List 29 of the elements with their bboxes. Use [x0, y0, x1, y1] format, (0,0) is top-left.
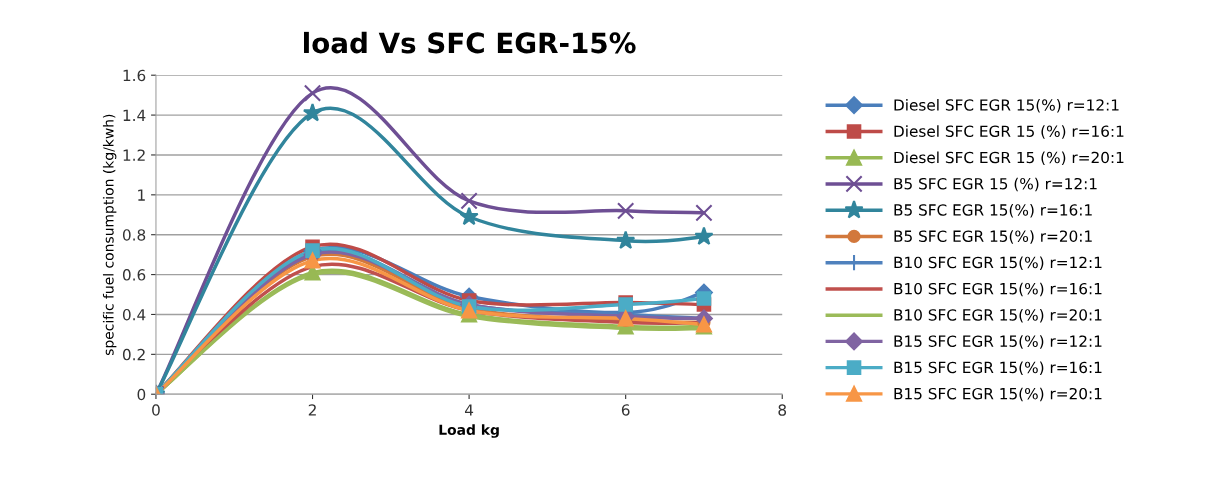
y-tick-label: 1.4 — [123, 109, 146, 121]
legend-label: Diesel SFC EGR 15(%) r=12:1 — [894, 98, 1119, 113]
legend-label: B15 SFC EGR 15(%) r=20:1 — [894, 387, 1102, 402]
legend-label: B10 SFC EGR 15(%) r=16:1 — [894, 282, 1102, 297]
legend-label: Diesel SFC EGR 15 (%) r=16:1 — [894, 125, 1124, 139]
legend-label: B10 SFC EGR 15(%) r=12:1 — [894, 256, 1102, 271]
y-tick-label: 0.8 — [122, 229, 146, 241]
chart-title: load Vs SFC EGR-15% — [304, 31, 636, 54]
legend-label: B5 SFC EGR 15(%) r=16:1 — [894, 203, 1092, 218]
legend-label: B5 SFC EGR 15(%) r=20:1 — [894, 230, 1092, 244]
x-tick-label: 2 — [308, 404, 316, 416]
y-axis-title: specific fuel consumption (kg/kwh) — [102, 114, 117, 356]
legend-label: Diesel SFC EGR 15 (%) r=20:1 — [894, 151, 1124, 166]
x-tick-label: 0 — [152, 404, 160, 416]
legend-label: B15 SFC EGR 15(%) r=16:1 — [894, 361, 1102, 375]
legend-label: B5 SFC EGR 15 (%) r=12:1 — [894, 177, 1097, 192]
x-axis-title: Load kg — [439, 424, 499, 438]
legend-label: B10 SFC EGR 15(%) r=20:1 — [894, 308, 1102, 323]
y-tick-label: 0.6 — [122, 269, 146, 281]
legend-label: B15 SFC EGR 15(%) r=12:1 — [894, 335, 1102, 349]
y-tick-label: 0.4 — [122, 308, 146, 321]
x-tick-label: 4 — [464, 404, 474, 416]
y-tick-label: 1.2 — [123, 149, 145, 161]
x-tick-label: 8 — [778, 404, 787, 416]
y-tick-label: 1.6 — [123, 69, 146, 82]
y-tick-label: 1 — [138, 189, 145, 201]
y-tick-label: 0.2 — [122, 348, 145, 361]
x-tick-label: 6 — [621, 404, 630, 416]
y-tick-label: 0 — [137, 388, 146, 401]
